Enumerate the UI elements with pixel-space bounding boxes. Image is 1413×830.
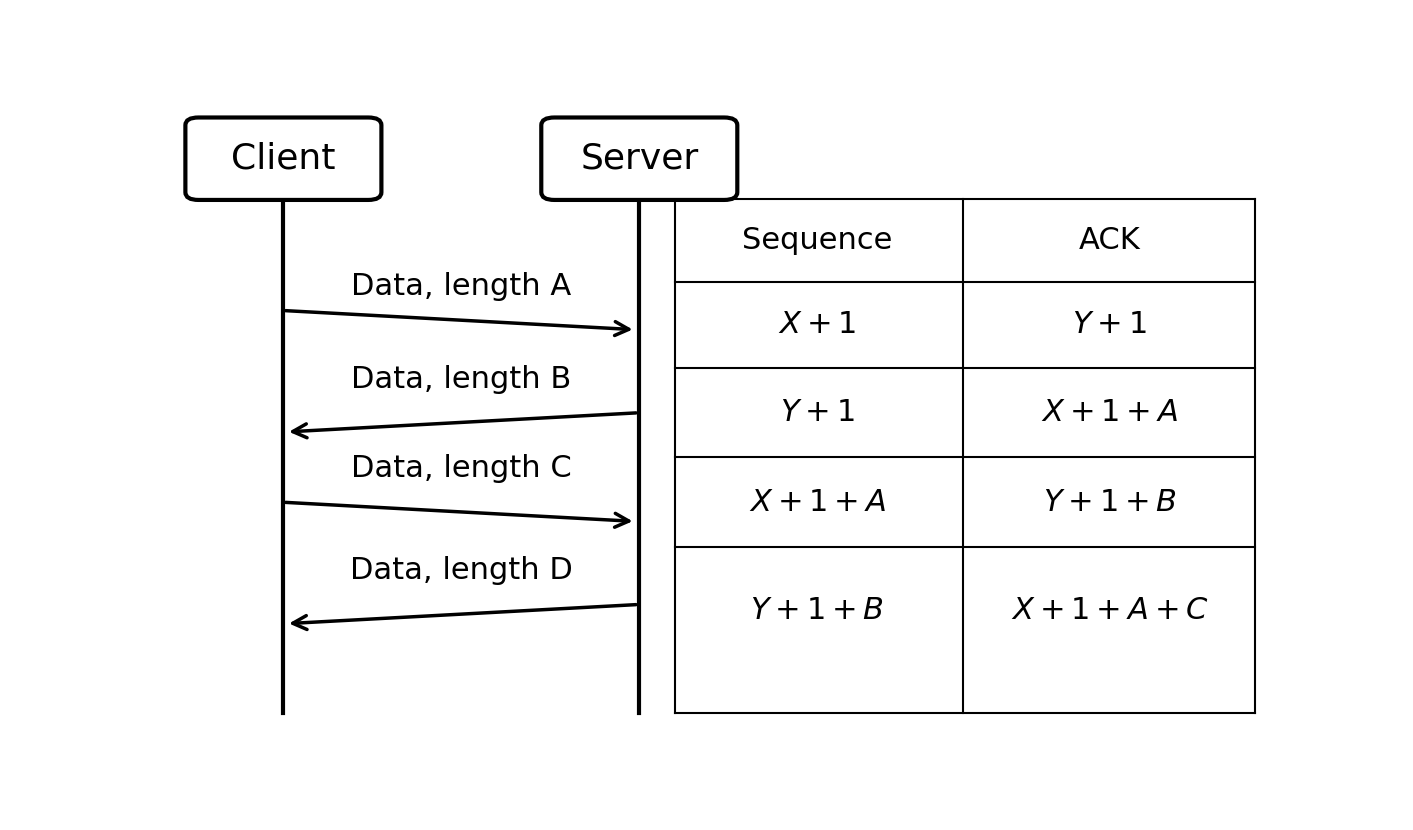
FancyBboxPatch shape — [541, 118, 738, 200]
Text: Data, length C: Data, length C — [350, 454, 572, 483]
Text: Data, length D: Data, length D — [350, 556, 572, 585]
Text: $Y + 1 + B$: $Y + 1 + B$ — [750, 597, 885, 625]
Text: Client: Client — [232, 142, 336, 176]
Text: Server: Server — [581, 142, 698, 176]
Text: $X + 1 + A$: $X + 1 + A$ — [749, 488, 886, 517]
Text: $X + 1 + A + C$: $X + 1 + A + C$ — [1010, 597, 1208, 625]
Text: $X + 1$: $X + 1$ — [779, 310, 856, 339]
Text: Data, length B: Data, length B — [352, 364, 571, 393]
Text: $X + 1 + A$: $X + 1 + A$ — [1041, 398, 1178, 427]
Text: Sequence: Sequence — [742, 226, 893, 255]
FancyBboxPatch shape — [185, 118, 382, 200]
Text: $Y + 1 + B$: $Y + 1 + B$ — [1043, 488, 1177, 517]
Text: $Y + 1$: $Y + 1$ — [1072, 310, 1147, 339]
Text: Data, length A: Data, length A — [352, 272, 571, 301]
Text: ACK: ACK — [1078, 226, 1140, 255]
Text: $Y + 1$: $Y + 1$ — [780, 398, 855, 427]
